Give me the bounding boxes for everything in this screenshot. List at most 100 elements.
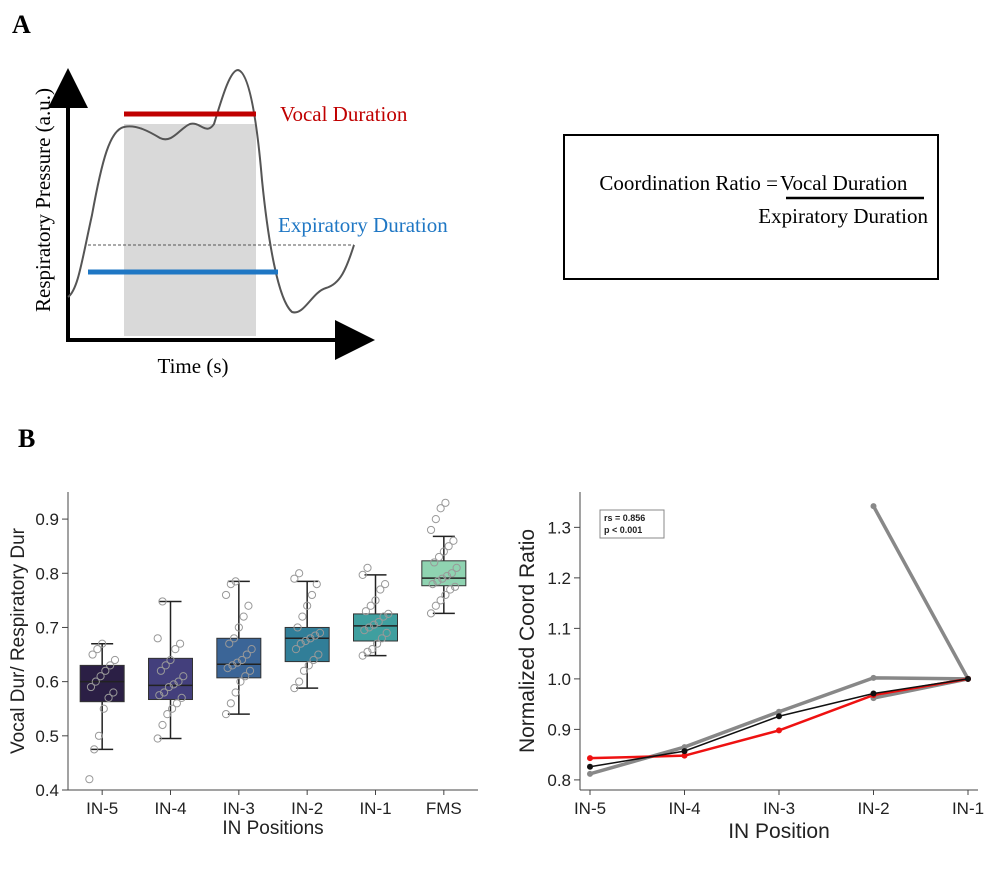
boxplot-y-tick-label: 0.9 xyxy=(35,510,59,529)
boxplot-point xyxy=(96,672,105,681)
respiration-schematic: Vocal Duration Expiratory Duration Time … xyxy=(31,68,939,378)
line-series-gray-2 xyxy=(589,676,969,776)
boxplot-point xyxy=(295,569,304,578)
boxplot-point xyxy=(172,699,181,708)
line-point-black xyxy=(776,713,782,720)
boxplot-point xyxy=(156,666,165,675)
boxplot-point xyxy=(104,693,113,702)
boxplot-point xyxy=(382,628,391,637)
boxplot-x-tick-label: IN-2 xyxy=(291,799,323,818)
line-point-gray-1 xyxy=(870,503,877,510)
boxplot-point xyxy=(168,704,177,713)
boxplot-point xyxy=(436,504,445,513)
line-y-tick-label: 1.0 xyxy=(547,670,571,689)
schematic-y-label: Respiratory Pressure (a.u.) xyxy=(31,88,55,312)
boxplot-point xyxy=(374,617,383,627)
line-series-gray-1 xyxy=(871,505,970,680)
boxplot-point xyxy=(298,612,307,621)
boxplot-point xyxy=(441,590,450,600)
boxplot-point xyxy=(306,634,315,643)
boxplot-point xyxy=(447,569,456,578)
boxplot-point xyxy=(371,596,380,605)
boxplot-point xyxy=(164,682,173,692)
boxplot-point xyxy=(363,647,372,656)
boxplot-point xyxy=(179,672,188,681)
boxplot-point xyxy=(363,563,372,572)
line-x-axis-label: IN Position xyxy=(728,820,830,843)
boxplot-point xyxy=(233,658,242,667)
boxplot-x-tick-label: IN-5 xyxy=(86,799,118,818)
boxplot-x-tick-label: IN-1 xyxy=(359,799,391,818)
boxplot-point xyxy=(365,623,374,632)
boxplot-point xyxy=(360,626,369,635)
boxplot-point xyxy=(441,498,450,507)
line-point-black xyxy=(870,690,877,697)
boxplot-point xyxy=(158,720,167,730)
boxplot-y-tick-label: 0.7 xyxy=(35,618,59,637)
formula-box xyxy=(563,134,939,280)
boxplot-point xyxy=(293,623,302,632)
boxplot-point xyxy=(299,666,309,675)
boxplot-point xyxy=(86,682,96,692)
vocal-duration-label: Vocal Duration xyxy=(280,102,408,126)
boxplot-point xyxy=(221,710,231,719)
boxplot-point xyxy=(226,699,235,708)
boxplot-point xyxy=(226,580,235,589)
boxplot-point xyxy=(377,634,386,643)
boxplot-point xyxy=(373,639,382,648)
boxplot-point xyxy=(361,607,370,616)
boxplot-point xyxy=(229,634,239,643)
boxplot-point xyxy=(379,612,388,621)
boxplot-point xyxy=(449,536,458,545)
boxplot-point xyxy=(438,574,447,583)
line-point-black xyxy=(587,763,593,770)
line-point-gray-2 xyxy=(587,770,593,777)
boxplot-point xyxy=(307,590,317,600)
line-y-axis-label: Normalized Coord Ratio xyxy=(516,529,539,753)
boxplot-point xyxy=(177,693,186,702)
boxplot-point xyxy=(90,745,99,754)
boxplot-point xyxy=(426,525,436,535)
stats-annotation-box xyxy=(599,509,665,539)
pressure-trace xyxy=(67,68,355,314)
boxplot-point xyxy=(368,645,377,654)
boxplot-point xyxy=(244,601,253,610)
boxplot-point xyxy=(426,609,436,618)
line-y-tick-label: 0.8 xyxy=(547,771,571,790)
boxplot-point xyxy=(109,688,118,697)
boxplot-point xyxy=(428,580,437,589)
line-x-tick-label: IN-4 xyxy=(668,799,700,818)
line-y-tick-label: 1.3 xyxy=(547,518,571,537)
line-x-tick-label: IN-3 xyxy=(763,799,795,818)
boxplot-point xyxy=(158,597,167,606)
boxplot-point xyxy=(99,704,108,713)
boxplot-point xyxy=(312,580,321,589)
boxplot-point xyxy=(315,628,325,637)
boxplot-point xyxy=(241,672,250,681)
boxplot-point xyxy=(431,514,440,524)
boxplot-point xyxy=(234,623,243,632)
vocal-region-shade xyxy=(124,124,256,336)
boxplot-point xyxy=(88,650,97,659)
boxplot-point xyxy=(433,577,442,586)
boxplot-point xyxy=(376,585,385,594)
boxplot-chart: 0.4 0.5 0.6 0.7 0.8 0.9 IN-5 IN-4 IN-3 IN-2 IN-1 FM… xyxy=(8,492,478,839)
boxplot-x-tick-label: IN-4 xyxy=(154,799,186,818)
boxplot-point xyxy=(231,688,240,697)
boxplot-point xyxy=(161,661,170,670)
line-x-tick-label: IN-1 xyxy=(952,799,984,818)
stats-annotation-p: p < 0.001 xyxy=(604,525,642,535)
schematic-x-label: Time (s) xyxy=(158,354,229,378)
boxplot-point xyxy=(369,620,378,629)
boxplot-box-IN-1 xyxy=(353,613,398,642)
boxplot-point xyxy=(239,612,248,621)
boxplot-point xyxy=(247,645,256,654)
line-point-red xyxy=(776,727,782,734)
boxplot-point xyxy=(309,655,318,665)
boxplot-point xyxy=(98,639,107,648)
boxplot-y-tick-label: 0.6 xyxy=(35,673,59,692)
boxplot-point xyxy=(94,731,104,740)
boxplot-point xyxy=(228,661,237,670)
panel-b-label: B xyxy=(18,424,36,453)
boxplot-point xyxy=(442,571,452,581)
